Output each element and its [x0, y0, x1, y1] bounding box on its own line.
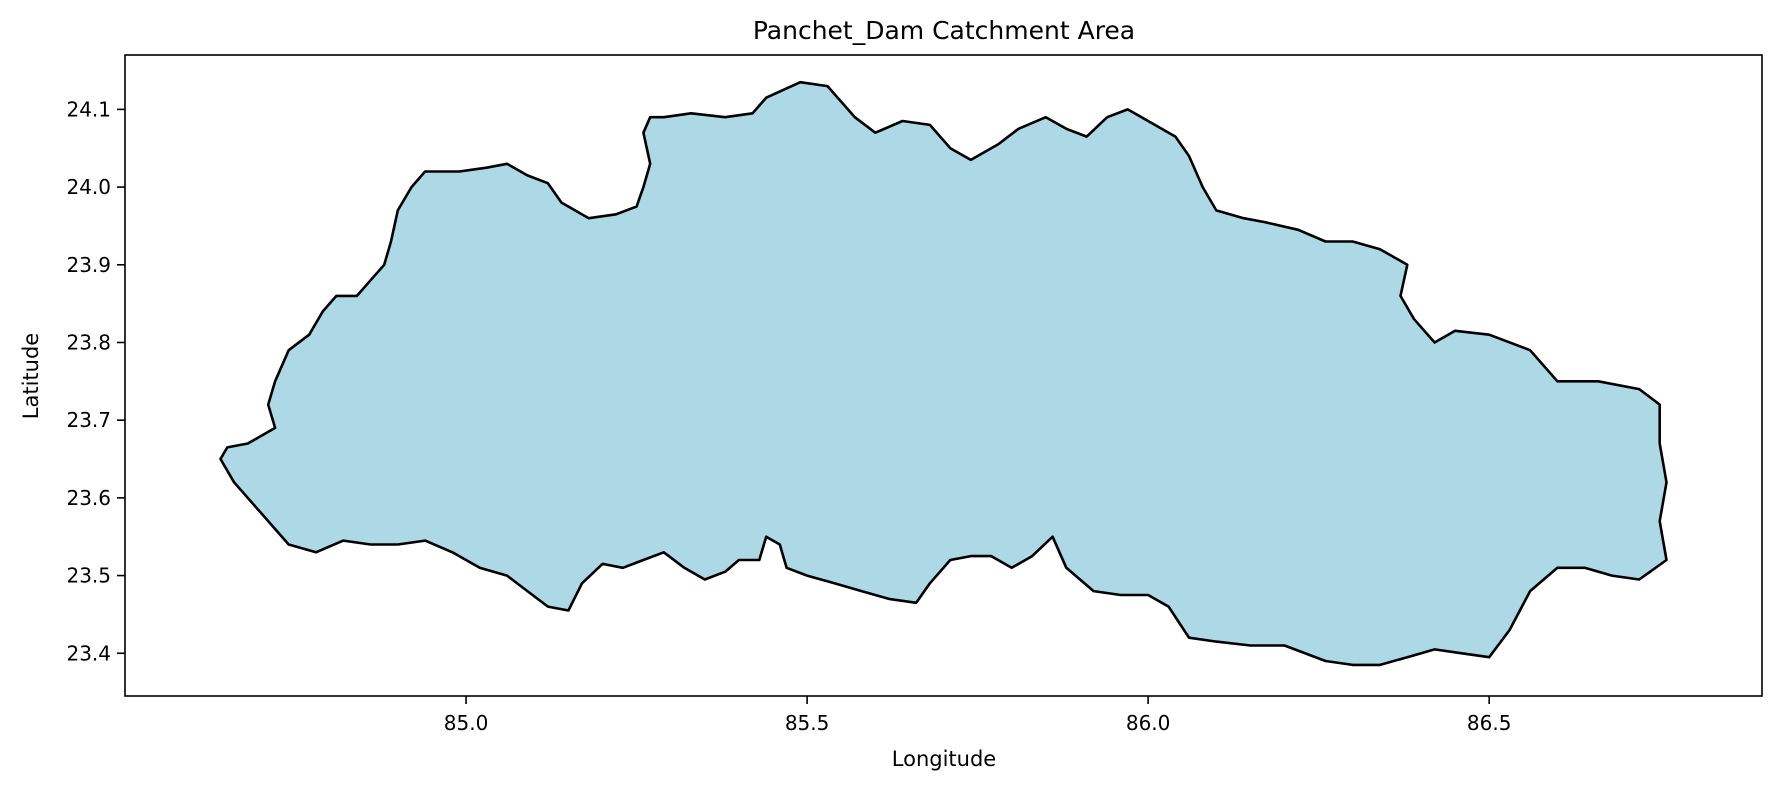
x-axis-label: Longitude: [892, 747, 996, 771]
polygon-layer: [219, 80, 1668, 667]
y-tick-label: 23.7: [66, 408, 111, 432]
y-tick-label: 24.1: [66, 97, 111, 121]
catchment-area-polygon: [219, 80, 1668, 667]
x-tick-label: 85.0: [444, 711, 489, 735]
y-tick-label: 23.8: [66, 330, 111, 354]
x-tick-label: 86.0: [1126, 711, 1171, 735]
x-tick-label: 86.5: [1467, 711, 1512, 735]
plot-title: Panchet_Dam Catchment Area: [753, 16, 1135, 45]
y-tick-label: 23.6: [66, 486, 111, 510]
plot-frame: [124, 54, 1763, 697]
y-tick-label: 23.5: [66, 564, 111, 588]
y-axis-ticks: 23.4 23.5 23.6 23.7 23.8 23.9 24.0 24.1: [66, 97, 125, 665]
x-tick-label: 85.5: [785, 711, 830, 735]
y-tick-label: 23.9: [66, 253, 111, 277]
y-tick-label: 23.4: [66, 641, 111, 665]
y-tick-label: 24.0: [66, 175, 111, 199]
y-axis-label: Latitude: [19, 333, 43, 419]
x-axis-ticks: 85.0 85.5 86.0 86.5: [444, 696, 1512, 735]
